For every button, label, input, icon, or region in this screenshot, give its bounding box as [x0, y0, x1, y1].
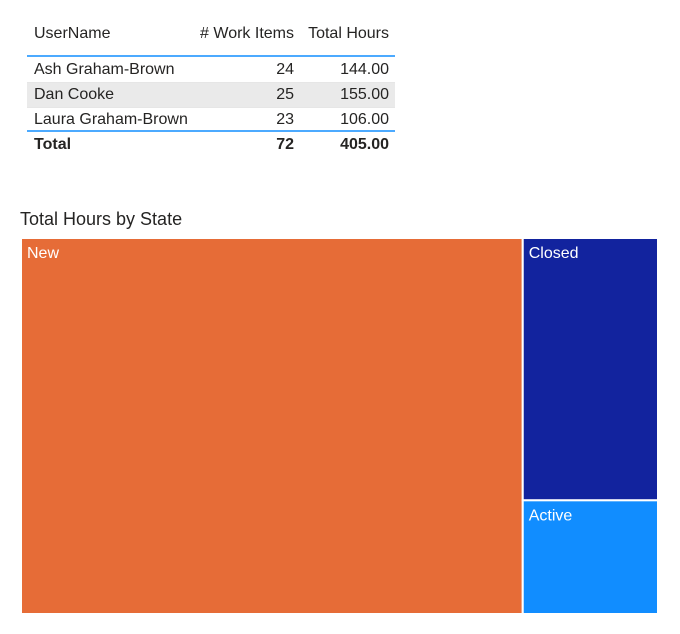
- row-highlight: [27, 82, 395, 107]
- treemap-tile: [521, 237, 659, 502]
- tile-label: Active: [529, 508, 573, 525]
- table-cell: Laura Graham-Brown: [34, 111, 188, 128]
- column-header: # Work Items: [200, 25, 294, 42]
- treemap-tile: [521, 499, 659, 616]
- table-cell: 23: [276, 111, 294, 128]
- table-cell: Dan Cooke: [34, 86, 114, 103]
- total-cell: Total: [34, 136, 71, 153]
- tile-label: New: [27, 245, 59, 262]
- total-cell: 405.00: [340, 136, 389, 153]
- table-cell: 25: [276, 86, 294, 103]
- table-cell: 24: [276, 61, 294, 78]
- column-header: UserName: [34, 25, 111, 42]
- treemap-tile: [20, 237, 524, 615]
- table-cell: 144.00: [340, 61, 389, 78]
- chart-title: Total Hours by State: [20, 209, 182, 229]
- column-header: Total Hours: [308, 25, 389, 42]
- table-cell: 106.00: [340, 111, 389, 128]
- total-cell: 72: [276, 136, 294, 153]
- tile-label: Closed: [529, 245, 579, 262]
- table-cell: 155.00: [340, 86, 389, 103]
- table-cell: Ash Graham-Brown: [34, 61, 175, 78]
